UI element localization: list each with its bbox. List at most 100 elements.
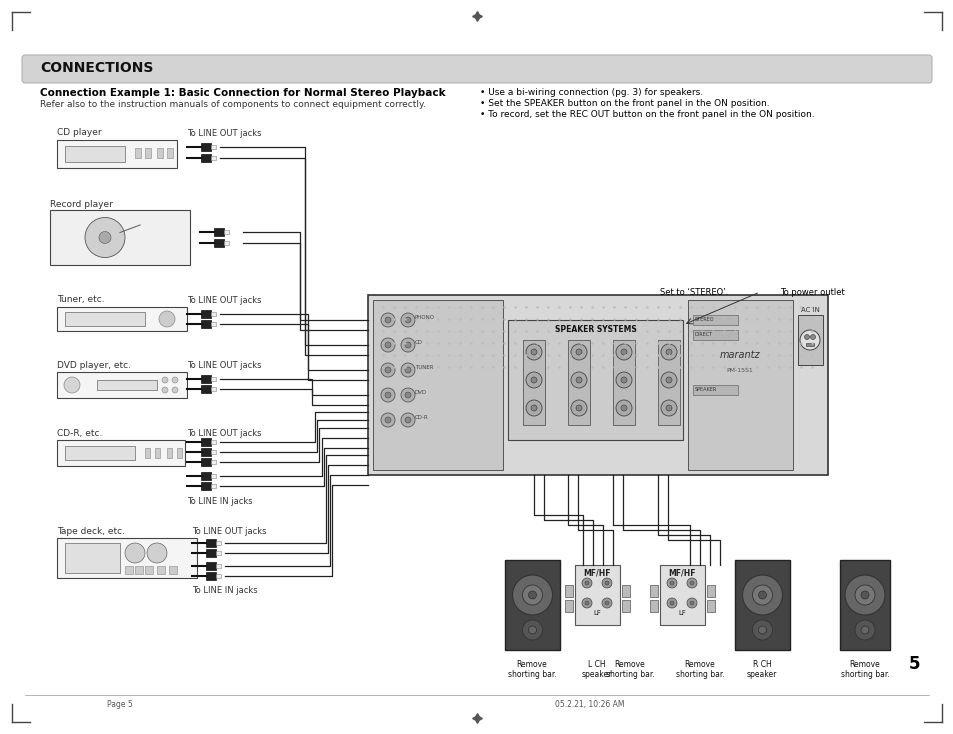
Circle shape <box>380 363 395 377</box>
Circle shape <box>400 338 415 352</box>
Circle shape <box>531 405 537 411</box>
Text: • To record, set the REC OUT button on the front panel in the ON position.: • To record, set the REC OUT button on t… <box>479 110 814 119</box>
Bar <box>125 566 132 574</box>
Bar <box>659 565 704 625</box>
Bar <box>211 387 215 391</box>
Bar <box>201 385 211 393</box>
Bar <box>211 474 215 478</box>
Text: Remove
shorting bar.: Remove shorting bar. <box>507 660 556 680</box>
Circle shape <box>405 392 411 398</box>
Bar <box>575 565 619 625</box>
Bar <box>211 322 215 326</box>
Circle shape <box>601 598 612 608</box>
Text: SPEAKER SYSTEMS: SPEAKER SYSTEMS <box>554 325 636 334</box>
Circle shape <box>525 400 541 416</box>
Circle shape <box>400 388 415 402</box>
Bar <box>567 340 589 425</box>
Text: To LINE IN jacks: To LINE IN jacks <box>192 586 257 595</box>
Circle shape <box>525 372 541 388</box>
Bar <box>213 228 224 236</box>
Bar <box>201 320 211 328</box>
Circle shape <box>571 400 586 416</box>
Bar <box>65 146 125 162</box>
Circle shape <box>172 387 178 393</box>
Bar <box>50 210 190 265</box>
FancyBboxPatch shape <box>22 55 931 83</box>
Bar <box>649 585 658 597</box>
Circle shape <box>689 601 693 605</box>
Bar <box>167 448 172 458</box>
Text: CONNECTIONS: CONNECTIONS <box>40 61 153 75</box>
Circle shape <box>528 626 536 634</box>
Circle shape <box>669 601 673 605</box>
Text: Refer also to the instruction manuals of components to connect equipment correct: Refer also to the instruction manuals of… <box>40 100 426 109</box>
Bar <box>224 241 229 245</box>
Bar <box>145 148 151 158</box>
Circle shape <box>810 335 815 340</box>
Text: To LINE OUT jacks: To LINE OUT jacks <box>192 527 266 536</box>
Circle shape <box>528 591 536 599</box>
Bar <box>206 572 215 580</box>
Circle shape <box>147 543 167 563</box>
Text: To LINE IN jacks: To LINE IN jacks <box>187 497 253 506</box>
Circle shape <box>854 585 874 605</box>
Circle shape <box>660 344 677 360</box>
Circle shape <box>758 591 765 599</box>
Circle shape <box>584 601 588 605</box>
Text: MF/HF: MF/HF <box>583 568 611 577</box>
Bar <box>692 385 738 395</box>
Circle shape <box>522 620 542 640</box>
Circle shape <box>380 388 395 402</box>
Bar <box>692 330 738 340</box>
Text: Tape deck, etc.: Tape deck, etc. <box>57 527 125 536</box>
Circle shape <box>616 344 631 360</box>
Circle shape <box>531 377 537 383</box>
Text: To LINE OUT jacks: To LINE OUT jacks <box>187 429 261 438</box>
Bar <box>211 145 215 149</box>
Text: LF: LF <box>678 610 686 616</box>
Bar <box>734 560 789 650</box>
Bar <box>840 560 889 650</box>
Bar <box>206 562 215 570</box>
Bar <box>135 148 141 158</box>
Text: L CH
speaker: L CH speaker <box>581 660 612 680</box>
Circle shape <box>172 377 178 383</box>
Bar <box>201 310 211 318</box>
Circle shape <box>405 317 411 323</box>
Circle shape <box>689 581 693 585</box>
Circle shape <box>405 367 411 373</box>
Circle shape <box>686 578 697 588</box>
Circle shape <box>800 330 820 350</box>
Circle shape <box>576 349 581 355</box>
Circle shape <box>666 598 677 608</box>
Circle shape <box>162 377 168 383</box>
Circle shape <box>162 387 168 393</box>
Circle shape <box>616 400 631 416</box>
Bar <box>211 377 215 381</box>
Circle shape <box>620 349 626 355</box>
Bar <box>213 239 224 247</box>
Bar <box>215 564 221 568</box>
Circle shape <box>803 335 809 340</box>
Bar <box>621 600 629 612</box>
Bar <box>57 538 196 578</box>
Circle shape <box>741 575 781 615</box>
Text: Tuner, etc.: Tuner, etc. <box>57 295 105 304</box>
Circle shape <box>854 620 874 640</box>
Bar <box>145 448 150 458</box>
Circle shape <box>604 601 608 605</box>
Bar <box>154 448 160 458</box>
Bar <box>211 450 215 454</box>
Circle shape <box>861 591 868 599</box>
Bar <box>215 541 221 545</box>
Bar <box>65 446 135 460</box>
Text: DIRECT: DIRECT <box>695 332 713 337</box>
Text: STEREO: STEREO <box>695 317 714 322</box>
Bar <box>658 340 679 425</box>
Text: MF/HF: MF/HF <box>668 568 696 577</box>
Circle shape <box>665 405 671 411</box>
Bar <box>504 560 559 650</box>
Circle shape <box>385 392 391 398</box>
Bar <box>215 551 221 555</box>
Text: Remove
shorting bar.: Remove shorting bar. <box>840 660 888 680</box>
